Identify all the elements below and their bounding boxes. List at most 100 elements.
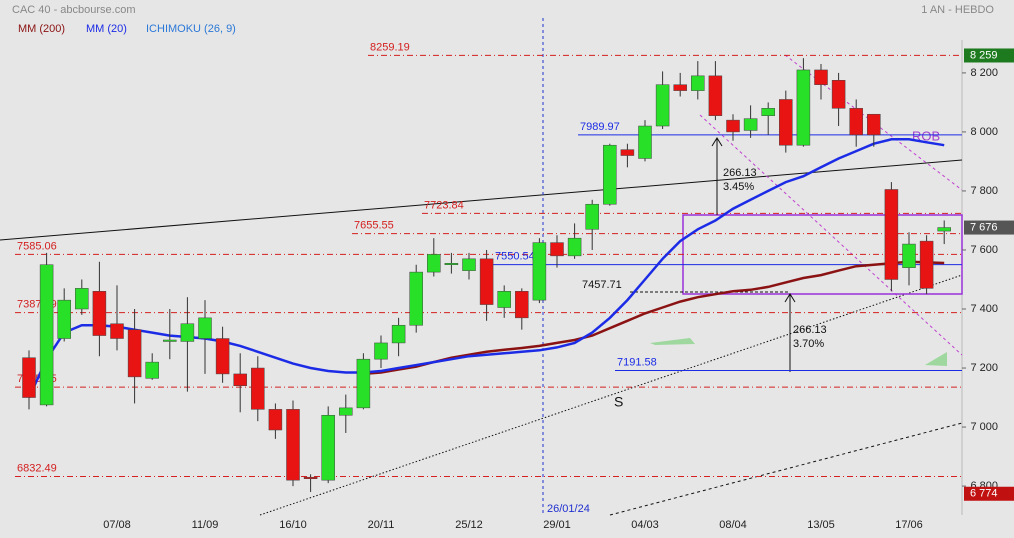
candle-body: [409, 271, 423, 326]
x-tick-label: 08/04: [719, 519, 747, 531]
candle-body: [444, 263, 459, 266]
y-tick-label: 7 200: [970, 362, 998, 374]
annotation: 3.70%: [793, 338, 824, 350]
annotation: 266.13: [793, 324, 827, 336]
candle-body: [163, 339, 177, 342]
candle-body: [145, 361, 159, 379]
candle-body: [321, 414, 335, 481]
candle-body: [374, 342, 388, 360]
y-tick-label: 7 800: [970, 185, 998, 197]
y-tick-label: 7 600: [970, 244, 998, 256]
candle-body: [198, 317, 212, 339]
candle-body: [356, 358, 371, 409]
candle-body: [39, 264, 54, 406]
channel-line: [699, 114, 963, 356]
level-label: 7989.97: [580, 121, 620, 133]
price-tag: [964, 486, 1014, 501]
arrow-head: [784, 293, 796, 303]
date-marker: 26/01/24: [547, 503, 590, 515]
candle-body: [251, 367, 265, 410]
candle-body: [761, 108, 775, 116]
price-tag: [964, 220, 1014, 235]
candle-body: [110, 323, 124, 339]
label-bg: [545, 502, 595, 516]
candle-body: [691, 75, 705, 91]
level-label: 7191.58: [617, 356, 657, 368]
chart-title: CAC 40 - abcbourse.com: [12, 4, 136, 16]
y-tick-label: 7 000: [970, 421, 998, 433]
candle-body: [303, 476, 318, 479]
trend-line: [609, 422, 963, 516]
candle-body: [796, 69, 811, 146]
candle-body: [479, 258, 494, 305]
trend-line: [259, 274, 963, 516]
candle-body: [532, 242, 547, 301]
candle-body: [550, 242, 564, 257]
level-label: 7550.54: [495, 250, 535, 262]
price-tag-label: 8 259: [970, 49, 998, 61]
candle-body: [603, 144, 617, 205]
annotation: 3.45%: [723, 181, 754, 193]
candle-body: [215, 338, 230, 375]
period: 1 AN - HEBDO: [921, 4, 994, 16]
candle-body: [902, 243, 916, 268]
candle-body: [919, 240, 934, 289]
annotation: S: [614, 394, 623, 410]
trend-line: [0, 159, 963, 241]
price-tag-label: 7 676: [970, 221, 998, 233]
candle-body: [268, 409, 283, 431]
level-label: 7585.06: [17, 240, 57, 252]
candle-body: [92, 291, 107, 336]
x-tick-label: 13/05: [807, 519, 835, 531]
candle-body: [75, 288, 89, 310]
candle-body: [427, 254, 441, 273]
y-tick-label: 8 200: [970, 67, 998, 79]
cloud: [925, 352, 947, 366]
candle-body: [814, 69, 828, 85]
candle-body: [462, 258, 476, 271]
candle-body: [743, 118, 758, 131]
level-label: 8259.19: [370, 41, 410, 53]
x-tick-label: 17/06: [895, 519, 923, 531]
level-label: 6832.49: [17, 462, 57, 474]
legend-entry: MM (200): [18, 23, 65, 35]
candle-body: [673, 84, 687, 91]
x-tick-label: 04/03: [631, 519, 659, 531]
candle-body: [937, 227, 951, 232]
candle-body: [655, 84, 670, 127]
candle-body: [567, 237, 582, 257]
candle-body: [497, 291, 511, 308]
x-tick-label: 29/01: [543, 519, 571, 531]
level-label: 7457.71: [582, 279, 622, 291]
candle-body: [127, 329, 142, 378]
arrow-head: [711, 137, 723, 147]
candle-body: [57, 299, 71, 339]
legend-entry: ICHIMOKU (26, 9): [146, 23, 236, 35]
price-tag: [964, 48, 1014, 63]
level-label: 7655.55: [354, 219, 394, 231]
candle-body: [884, 189, 899, 280]
ma-line: [363, 260, 945, 376]
candle-body: [391, 324, 406, 344]
x-tick-label: 07/08: [103, 519, 131, 531]
candle-body: [867, 113, 881, 136]
candle-body: [286, 409, 300, 481]
candle-body: [726, 119, 740, 133]
annotation: 266.13: [723, 167, 757, 179]
candle-body: [515, 291, 529, 319]
candle-body: [620, 149, 635, 156]
x-tick-label: 25/12: [455, 519, 483, 531]
legend-entry: MM (20): [86, 23, 127, 35]
y-tick-label: 7 400: [970, 303, 998, 315]
y-tick-label: 8 000: [970, 126, 998, 138]
price-tag-label: 6 774: [970, 488, 998, 500]
candle-body: [22, 357, 36, 398]
candle-body: [638, 125, 652, 159]
cloud: [650, 338, 695, 345]
x-tick-label: 16/10: [279, 519, 307, 531]
candle-body: [708, 75, 723, 116]
level-label: 7723.84: [424, 199, 464, 211]
candle-body: [849, 108, 863, 136]
